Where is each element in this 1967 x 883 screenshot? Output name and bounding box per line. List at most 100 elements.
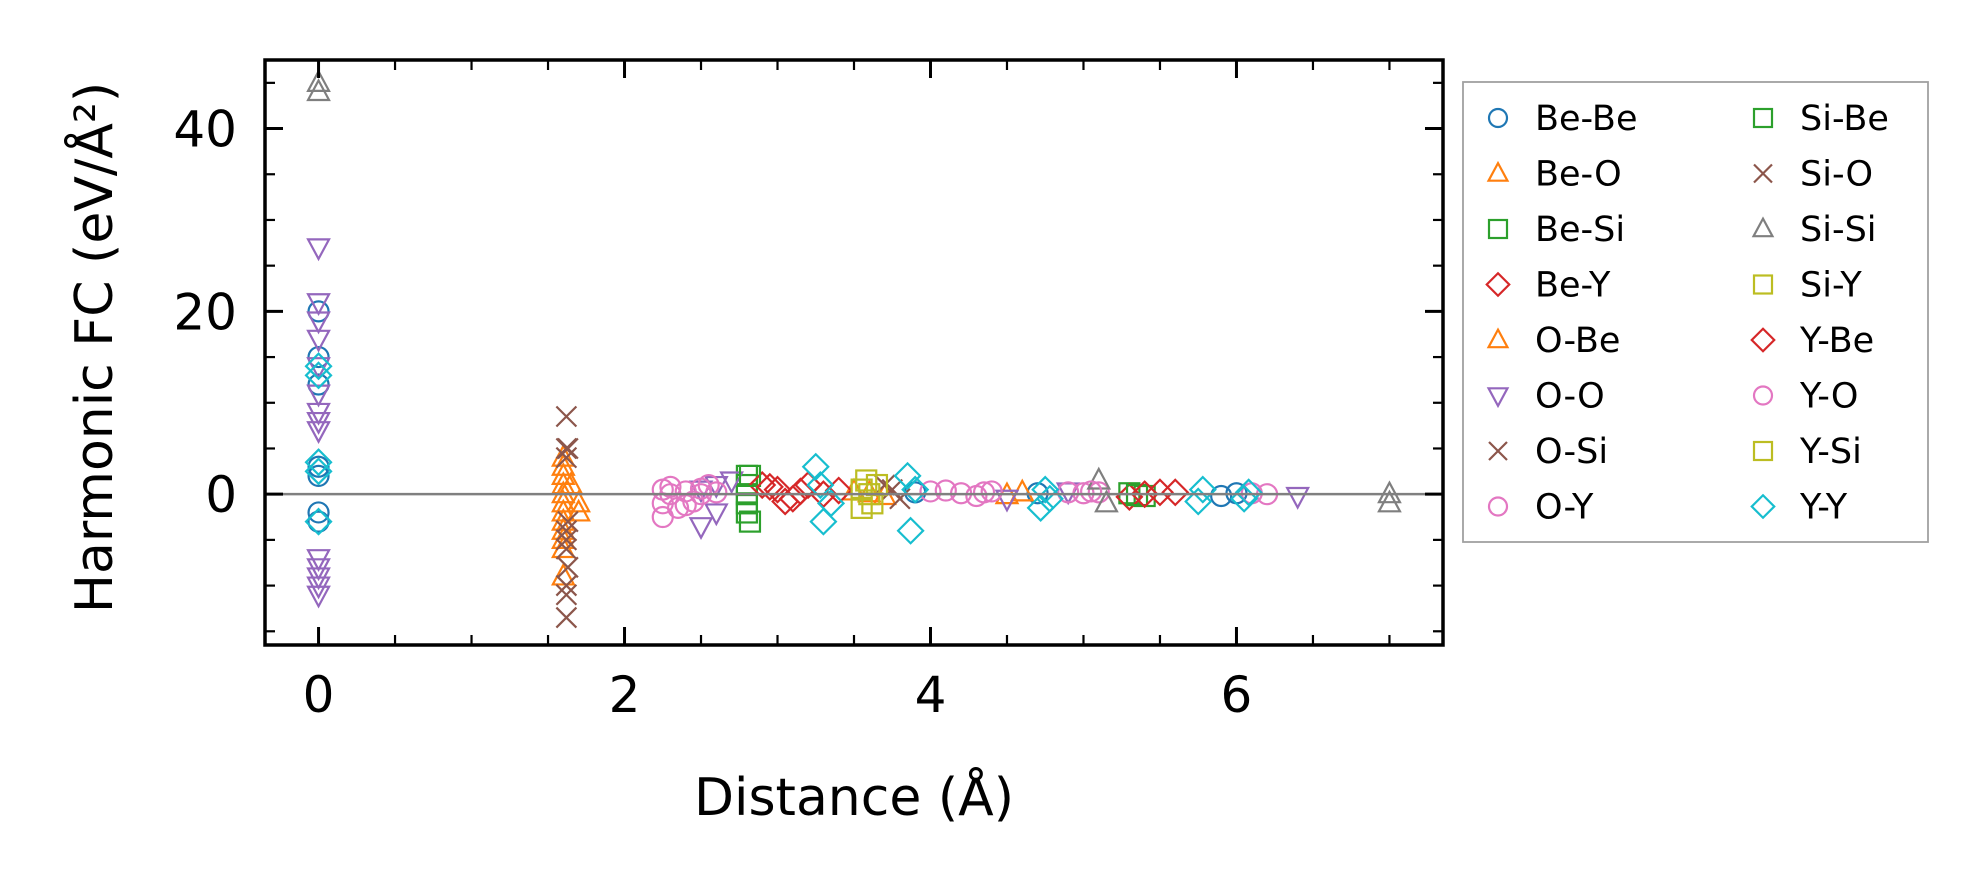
legend-marker bbox=[1485, 271, 1511, 298]
data-point bbox=[1086, 466, 1112, 490]
y-tick-label: 20 bbox=[173, 283, 237, 341]
legend-item-o-o: O-O bbox=[1486, 377, 1605, 417]
x-tick-label: 0 bbox=[303, 666, 335, 724]
data-point bbox=[1188, 475, 1217, 504]
y-tick-label: 40 bbox=[173, 101, 237, 159]
data-point bbox=[738, 464, 762, 487]
legend-marker bbox=[1752, 107, 1774, 129]
data-point bbox=[1145, 478, 1175, 507]
x-tick-label: 2 bbox=[609, 666, 641, 724]
data-point bbox=[738, 510, 762, 533]
legend-item-o-si: O-Si bbox=[1488, 432, 1608, 472]
data-point bbox=[705, 481, 728, 504]
data-point bbox=[1377, 480, 1402, 504]
data-point bbox=[557, 437, 579, 460]
legend-item-y-be: Y-Be bbox=[1750, 321, 1874, 361]
legend-item-o-y: O-Y bbox=[1487, 488, 1594, 528]
data-point bbox=[555, 583, 578, 606]
series-y-o bbox=[659, 475, 1103, 517]
legend-item-y-y: Y-Y bbox=[1750, 488, 1848, 528]
legend-item-si-o: Si-O bbox=[1753, 155, 1873, 195]
data-point bbox=[688, 517, 714, 540]
data-point bbox=[980, 480, 1003, 503]
legend-marker bbox=[1486, 327, 1510, 349]
data-point bbox=[306, 78, 331, 102]
data-point bbox=[855, 469, 878, 492]
data-point bbox=[306, 585, 331, 609]
data-point bbox=[306, 311, 331, 335]
data-point bbox=[651, 505, 674, 529]
data-point bbox=[994, 489, 1020, 513]
data-point bbox=[1210, 484, 1233, 508]
data-point bbox=[566, 498, 591, 522]
series-o-be bbox=[550, 452, 1020, 549]
data-point bbox=[304, 457, 333, 486]
legend-item-be-y: Be-Y bbox=[1485, 266, 1611, 306]
data-point bbox=[901, 475, 930, 504]
data-point bbox=[304, 507, 333, 536]
data-point bbox=[304, 448, 333, 477]
legend-item-y-o: Y-O bbox=[1752, 377, 1858, 417]
data-point bbox=[306, 329, 331, 353]
legend-label: Si-Si bbox=[1800, 210, 1877, 250]
data-point bbox=[1094, 489, 1119, 513]
data-point bbox=[719, 471, 744, 495]
data-point bbox=[307, 300, 330, 323]
data-point bbox=[307, 373, 330, 396]
data-point bbox=[304, 352, 333, 381]
data-point bbox=[1031, 475, 1060, 504]
data-point bbox=[555, 538, 578, 560]
legend-marker bbox=[1750, 327, 1776, 353]
legend-label: Si-Be bbox=[1800, 99, 1889, 139]
legend-label: Y-Be bbox=[1799, 321, 1874, 361]
data-point bbox=[307, 510, 330, 533]
data-point bbox=[1130, 480, 1159, 509]
data-point bbox=[307, 501, 330, 524]
legend-label: Y-Y bbox=[1799, 488, 1848, 528]
data-point bbox=[809, 507, 838, 536]
legend-label: O-Si bbox=[1535, 432, 1608, 472]
data-point bbox=[801, 452, 830, 481]
data-point bbox=[748, 470, 777, 500]
legend-item-be-o: Be-O bbox=[1486, 155, 1622, 195]
data-point bbox=[881, 478, 904, 501]
data-point bbox=[306, 69, 331, 92]
data-point bbox=[555, 606, 578, 629]
legend-marker bbox=[1488, 441, 1508, 461]
data-point bbox=[703, 503, 729, 527]
data-point bbox=[1115, 482, 1144, 511]
legend-label: Y-O bbox=[1799, 377, 1858, 417]
legend-marker bbox=[1750, 493, 1776, 520]
legend-marker bbox=[1487, 107, 1509, 129]
data-point bbox=[555, 405, 578, 428]
data-point bbox=[306, 293, 331, 317]
data-point bbox=[307, 464, 330, 487]
data-point bbox=[806, 470, 835, 500]
legend-label: Y-Si bbox=[1799, 432, 1862, 472]
data-points-layer bbox=[304, 69, 1402, 629]
data-point bbox=[659, 475, 682, 498]
data-point bbox=[755, 472, 784, 501]
data-point bbox=[934, 479, 957, 502]
data-point bbox=[893, 461, 922, 490]
legend-item-o-be: O-Be bbox=[1486, 321, 1620, 361]
legend-label: Si-O bbox=[1800, 155, 1873, 195]
data-point bbox=[306, 421, 331, 445]
legend-label: Si-Y bbox=[1800, 266, 1862, 306]
data-point bbox=[674, 494, 697, 517]
data-point bbox=[307, 345, 330, 369]
series-be-o bbox=[550, 443, 1035, 586]
data-point bbox=[1184, 487, 1213, 516]
legend-label: O-Be bbox=[1535, 321, 1620, 361]
series-y-y bbox=[304, 352, 1263, 545]
axis-ticks bbox=[265, 60, 1443, 645]
legend-marker bbox=[1753, 163, 1773, 184]
legend-marker bbox=[1486, 160, 1510, 182]
x-tick-label: 6 bbox=[1221, 666, 1253, 724]
legend-label: Be-O bbox=[1535, 155, 1622, 195]
legend-item-y-si: Y-Si bbox=[1752, 432, 1862, 472]
legend-label: Be-Be bbox=[1535, 99, 1637, 139]
data-point bbox=[1087, 481, 1110, 504]
legend-marker bbox=[1752, 440, 1774, 462]
y-axis-label: Harmonic FC (eV/Å²) bbox=[63, 82, 125, 613]
